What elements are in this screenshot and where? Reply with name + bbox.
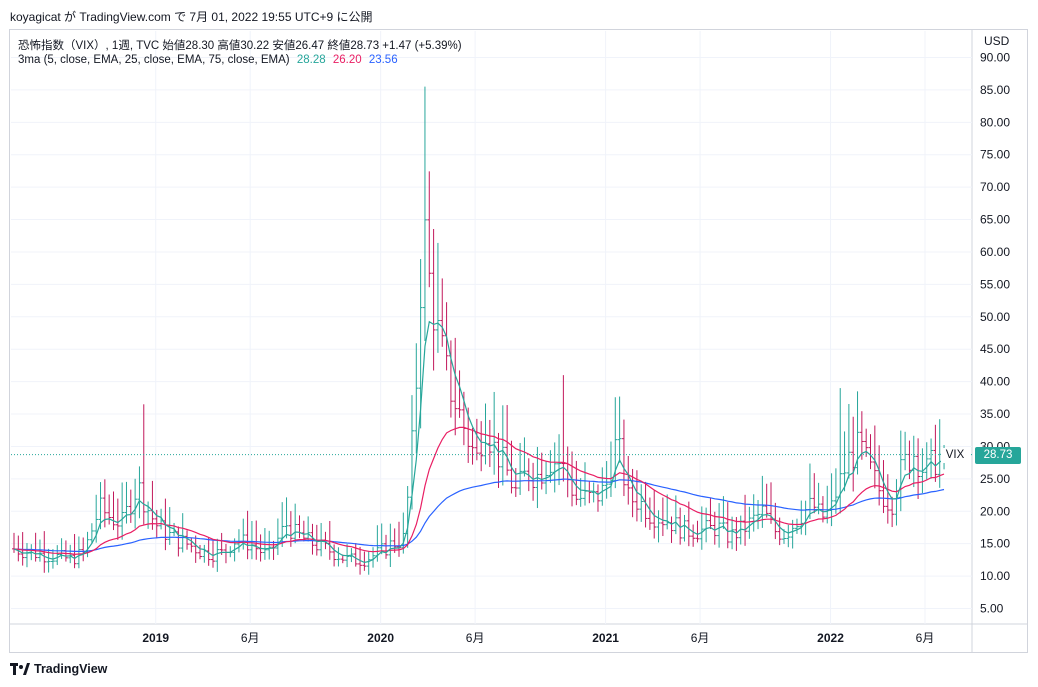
price-tick-label: 75.00 xyxy=(980,148,1010,162)
price-tick-label: 10.00 xyxy=(980,569,1010,583)
price-tick-label: 55.00 xyxy=(980,277,1010,291)
time-tick-label: 6月 xyxy=(241,631,260,645)
ma-label: 3ma (5, close, EMA, 25, close, EMA, 75, … xyxy=(18,54,290,66)
time-tick-label: 6月 xyxy=(691,631,710,645)
price-tick-label: 90.00 xyxy=(980,51,1010,65)
publish-line: koyagicat が TradingView.com で 7月 01, 202… xyxy=(10,10,373,24)
time-tick-label: 2022 xyxy=(817,631,844,645)
price-tick-label: 20.00 xyxy=(980,504,1010,518)
time-tick-label: 2021 xyxy=(592,631,619,645)
price-tick-label: 40.00 xyxy=(980,375,1010,389)
ema-5-line xyxy=(13,320,945,564)
last-price-box: 28.73 xyxy=(975,447,1021,464)
time-tick-label: 6月 xyxy=(916,631,935,645)
last-symbol-tag: VIX xyxy=(941,448,969,463)
ema-75-line xyxy=(13,478,945,552)
ma-value-mid: 26.20 xyxy=(332,54,362,66)
ema-25-line xyxy=(13,426,945,556)
chart-frame xyxy=(9,29,1028,653)
ma-value-fast: 28.28 xyxy=(296,54,326,66)
ma-legend: 3ma (5, close, EMA, 25, close, EMA, 75, … xyxy=(18,54,398,66)
time-tick-label: 2020 xyxy=(367,631,394,645)
time-tick-label: 2019 xyxy=(142,631,169,645)
ma-value-slow: 23.56 xyxy=(368,54,398,66)
brand[interactable]: TradingView xyxy=(10,662,107,676)
price-tick-label: 50.00 xyxy=(980,310,1010,324)
price-tick-label: 65.00 xyxy=(980,213,1010,227)
price-tick-label: 25.00 xyxy=(980,472,1010,486)
price-tick-label: 60.00 xyxy=(980,245,1010,259)
price-tick-label: 80.00 xyxy=(980,115,1010,129)
price-tick-label: 5.00 xyxy=(980,602,1004,616)
time-tick-label: 6月 xyxy=(466,631,485,645)
price-tick-label: 35.00 xyxy=(980,407,1010,421)
currency-label[interactable]: USD xyxy=(984,34,1010,48)
tradingview-logo-icon xyxy=(10,663,30,675)
symbol-legend: 恐怖指数（VIX）, 1週, TVC 始値28.30 高値30.22 安値26.… xyxy=(18,40,462,52)
price-tick-label: 70.00 xyxy=(980,180,1010,194)
brand-name: TradingView xyxy=(34,662,108,676)
price-tick-label: 85.00 xyxy=(980,83,1010,97)
price-tick-label: 45.00 xyxy=(980,342,1010,356)
price-tick-label: 15.00 xyxy=(980,537,1010,551)
